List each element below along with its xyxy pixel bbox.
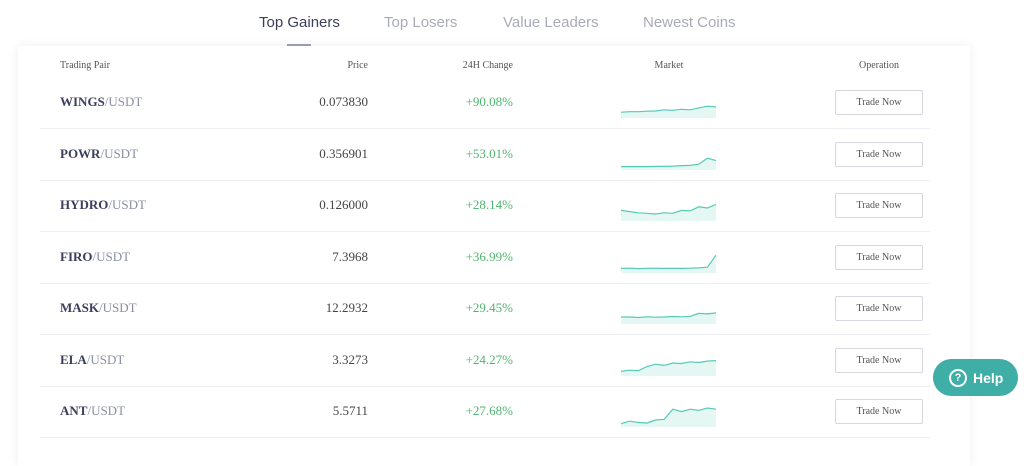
quote-asset: /USDT [108,197,146,212]
help-icon: ? [949,369,967,387]
change: +28.14% [465,197,513,212]
trading-pair: POWR/USDT [60,146,138,162]
sparkline-area [621,106,716,118]
row-divider [40,385,930,387]
price: 0.356901 [319,145,368,161]
sparkline [621,254,717,273]
trading-pair: WINGS/USDT [60,94,142,110]
row-divider [40,128,930,129]
base-asset: ANT [60,403,88,418]
sparkline-line [621,254,717,269]
sparkline [621,407,717,427]
column-header: Price [347,60,368,71]
change: +27.68% [465,403,513,418]
price: 7.3968 [332,248,368,264]
trading-pair: MASK/USDT [60,300,137,316]
sparkline-area [621,157,716,170]
sparkline [621,203,717,221]
change: +53.01% [465,145,513,161]
trade-button[interactable]: Trade Now [835,244,923,270]
sparkline-area [621,360,716,376]
sparkline-line [621,312,717,319]
sparkline-line [621,203,717,215]
quote-asset: /USDT [92,248,131,264]
tab[interactable]: Newest Coins [643,14,736,31]
change: +90.08% [465,94,513,109]
base-asset: ELA [60,351,87,367]
tab[interactable]: Top Losers [384,14,458,31]
trade-button[interactable]: Trade Now [835,193,923,218]
sparkline-area [621,312,716,324]
trade-button[interactable]: Trade Now [835,296,923,321]
page: Top Gainers Top Losers Value Leaders Newest… [0,0,1024,438]
trading-pair: HYDRO/USDT [60,197,146,213]
sparkline-line [621,157,717,167]
change: +36.99% [465,248,513,264]
base-asset: MASK [60,300,99,315]
base-asset: WINGS [60,94,105,109]
sparkline-area [621,408,716,427]
sparkline [621,157,717,170]
trade-button[interactable]: Trade Now [835,347,923,373]
quote-asset: /USDT [87,403,126,418]
active-underline [287,44,312,46]
base-asset: HYDRO [60,197,109,212]
quote-asset: /USDT [86,351,125,367]
trading-pair: ANT/USDT [60,403,125,419]
price: 0.073830 [319,94,368,109]
quote-asset: /USDT [99,300,137,315]
row-divider [40,282,930,284]
base-asset: FIRO [60,248,93,264]
tab-bar: Top Gainers Top Losers Value Leaders Newest… [0,0,1024,46]
price: 12.2932 [325,300,368,315]
row-divider [40,179,930,181]
trading-pair: ELA/USDT [60,352,124,368]
tab[interactable]: Value Leaders [503,14,599,31]
trade-button[interactable]: Trade Now [835,399,923,424]
row-divider [40,334,930,335]
column-header: Market [654,60,684,71]
quote-asset: /USDT [100,145,139,161]
quote-asset: /USDT [104,94,143,109]
sparkline [621,105,717,118]
column-header: Trading Pair [60,60,110,71]
change: +29.45% [465,300,513,315]
price: 5.5711 [332,403,368,418]
trade-button[interactable]: Trade Now [835,141,923,167]
row-divider [40,437,930,438]
trading-pair: FIRO/USDT [60,249,130,265]
base-asset: POWR [60,145,101,161]
help-button[interactable]: ? Help [933,359,1018,396]
price: 0.126000 [319,197,368,212]
sparkline-line [621,359,717,372]
help-label: Help [973,370,1004,386]
change: +24.27% [465,351,513,367]
sparkline [621,359,717,376]
sparkline-area [621,254,716,273]
trade-button[interactable]: Trade Now [835,90,923,115]
tab[interactable]: Top Gainers [259,14,340,46]
row-divider [40,231,930,232]
column-header: 24H Change [462,60,513,71]
sparkline [621,312,717,324]
price: 3.3273 [332,351,368,367]
market-table: Trading Pair Price 24H Change Market Operati… [18,46,970,466]
column-header: Operation [859,60,899,71]
sparkline-area [621,204,716,221]
sparkline-line [621,407,717,425]
sparkline-line [621,105,717,113]
